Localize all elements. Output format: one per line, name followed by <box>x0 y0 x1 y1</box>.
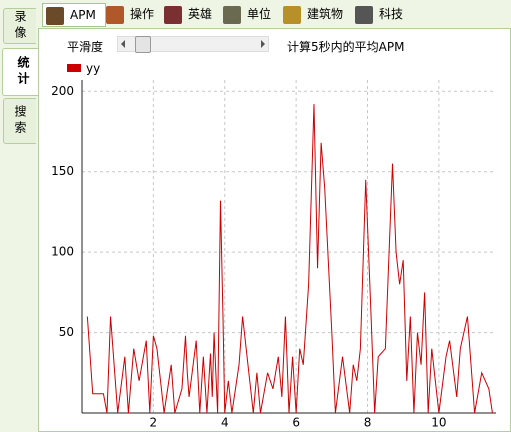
tab-label: 建筑物 <box>307 7 344 21</box>
slider-left-arrow <box>121 40 125 48</box>
side-tab[interactable]: 统计 <box>2 48 39 96</box>
legend-label: yy <box>86 62 100 76</box>
tab-icon <box>164 6 182 24</box>
tab-icon <box>283 6 301 24</box>
y-tick-label: 50 <box>59 325 74 339</box>
y-tick-label: 100 <box>51 245 74 259</box>
tab[interactable]: 建筑物 <box>281 3 351 25</box>
tab-label: 科技 <box>379 7 404 21</box>
x-tick-label: 2 <box>150 416 158 430</box>
x-tick-label: 8 <box>364 416 372 430</box>
tab[interactable]: 操作 <box>104 3 160 25</box>
tab-label: 英雄 <box>188 7 213 21</box>
tab-icon <box>355 6 373 24</box>
tab-label: APM <box>70 8 96 22</box>
side-tab[interactable]: 录像 <box>3 8 36 44</box>
smoothing-label: 平滑度 <box>67 40 104 54</box>
tab-icon <box>106 6 124 24</box>
tab-icon <box>46 7 64 25</box>
tab-label: 操作 <box>130 7 155 21</box>
y-tick-label: 200 <box>51 84 74 98</box>
description: 计算5秒内的平均APM <box>287 40 405 54</box>
tab-icon <box>223 6 241 24</box>
x-tick-label: 6 <box>292 416 300 430</box>
side-tab[interactable]: 搜索 <box>3 98 36 144</box>
x-tick-label: 10 <box>431 416 446 430</box>
slider-right-arrow <box>261 40 265 48</box>
tab-label: 单位 <box>247 7 272 21</box>
slider-thumb[interactable] <box>135 36 151 53</box>
y-tick-label: 150 <box>51 164 74 178</box>
tab[interactable]: 英雄 <box>162 3 218 25</box>
tab[interactable]: 单位 <box>221 3 277 25</box>
x-tick-label: 4 <box>221 416 229 430</box>
tab[interactable]: APM <box>42 3 106 27</box>
data-line <box>86 104 493 414</box>
legend-swatch <box>67 64 81 72</box>
slider[interactable] <box>117 36 269 53</box>
tab[interactable]: 科技 <box>353 3 409 25</box>
